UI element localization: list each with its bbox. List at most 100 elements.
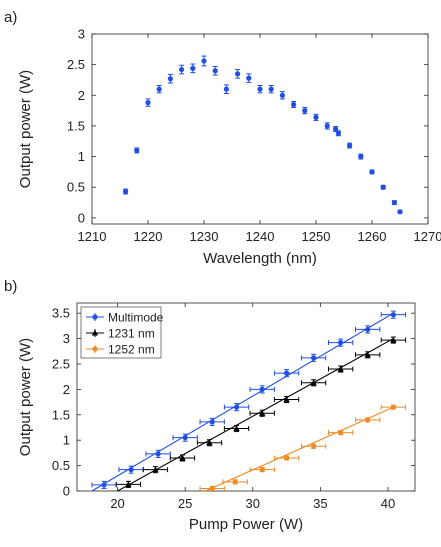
panel-a-y-axis-label: Output power (W)	[17, 70, 34, 188]
panel-a-data-point	[347, 142, 353, 149]
panel-b-x-axis-label: Pump Power (W)	[189, 516, 303, 533]
panel-a-data-point	[223, 86, 229, 92]
panel-a-y-tick-label: 0	[78, 210, 85, 225]
panel-a-data-point	[167, 76, 173, 82]
panel-b-y-tick-label: 0.5	[52, 458, 70, 473]
panel-a-y-tick-label: 1.5	[67, 118, 85, 133]
panel-b-x-tick-label: 35	[313, 496, 327, 511]
panel-b-legend-label: 1231 nm	[108, 327, 155, 341]
panel-a-y-tick-label: 2.5	[67, 57, 85, 72]
panel-a-axes: 1210 1220 1230 1240 1250 1260 1270 0 0.5 1 1.5 2 2.5…	[67, 27, 441, 245]
panel-a-data-point	[279, 92, 285, 98]
panel-b-data-point	[338, 340, 344, 346]
panel-a-data-point	[179, 66, 185, 73]
panel-b-fit-line-1	[117, 338, 394, 492]
panel-b-legend-label: 1252 nm	[108, 343, 155, 357]
panel-b-y-axis-label: Output power (W)	[17, 338, 34, 456]
panel-a-chart: a) 1210 1220 1230 1240 1250 1260 1270 0 0.5 1 1.5 2…	[4, 9, 441, 267]
panel-a-data-point	[358, 153, 364, 160]
panel-b-chart: b) 20 25 30 35 40 0 0.5 1 1.5 2 2.5 3 3.5 Multimode 1…	[4, 278, 416, 533]
panel-a-data-point	[380, 184, 386, 190]
panel-b-x-tick-label: 25	[178, 496, 192, 511]
panel-a-y-tick-label: 1	[78, 149, 85, 164]
panel-b-data-point	[283, 396, 290, 403]
panel-b-plot-frame	[76, 302, 416, 492]
panel-a-data-point	[335, 130, 341, 136]
panel-a-x-tick-label: 1230	[190, 229, 219, 244]
panel-a-data-point	[313, 114, 319, 120]
panel-a-data-point	[145, 100, 151, 106]
panel-b-y-tick-label: 1	[63, 433, 70, 448]
panel-b-y-tick-label: 1.5	[52, 407, 70, 422]
panel-a-data-point	[268, 86, 274, 92]
panel-a-x-tick-label: 1260	[358, 229, 387, 244]
panel-b-data-point	[310, 379, 317, 386]
panel-a-data-point	[235, 71, 241, 77]
panel-a-x-tick-label: 1250	[302, 229, 331, 244]
panel-a-x-tick-label: 1270	[414, 229, 441, 244]
panel-b-data-point	[364, 351, 371, 358]
panel-b-data-point	[125, 481, 132, 487]
panel-a-plot-frame	[91, 33, 429, 225]
panel-b-data-point	[128, 467, 134, 473]
panel-b-legend: Multimode 1231 nm 1252 nm	[80, 306, 164, 359]
panel-b-y-tick-label: 0	[63, 484, 70, 499]
panel-b-data-point	[311, 443, 317, 449]
panel-a-data-point	[246, 75, 252, 81]
panel-b-y-tick-label: 3.5	[52, 306, 70, 321]
panel-b-y-tick-label: 2.5	[52, 356, 70, 371]
panel-a-y-tick-label: 2	[78, 88, 85, 103]
panel-a-x-tick-label: 1220	[134, 229, 163, 244]
panel-b-data-point	[182, 435, 188, 441]
panel-b-legend-marker	[92, 314, 98, 320]
panel-b-x-tick-label: 30	[246, 496, 260, 511]
panel-a-data-point	[156, 86, 162, 92]
panel-b-data-point	[283, 455, 290, 461]
panel-b-data-point	[259, 386, 265, 392]
panel-b-data-point	[390, 312, 396, 318]
panel-a-data-point	[201, 58, 207, 64]
panel-a-y-tick-label: 3	[78, 27, 85, 42]
panel-b-data-point	[206, 439, 213, 446]
panel-b-y-tick-label: 2	[63, 382, 70, 397]
panel-a-data-point	[212, 68, 218, 74]
panel-a-data-point	[190, 65, 196, 71]
panel-a-data-point	[134, 147, 140, 154]
panel-b-legend-marker	[91, 329, 99, 336]
panel-b-data-point	[179, 454, 186, 461]
panel-a-data-points	[123, 55, 403, 215]
panel-b-fit-line-2	[205, 406, 394, 492]
panel-a-data-point	[324, 123, 330, 129]
panel-b-data-point	[233, 425, 240, 432]
panel-a-data-point	[333, 126, 339, 132]
panel-b-data-point	[365, 326, 371, 333]
panel-b-legend-marker	[92, 346, 98, 352]
panel-b-data-point	[259, 410, 266, 416]
panel-a-data-point	[291, 101, 297, 108]
panel-a-data-point	[123, 188, 129, 195]
panel-a-data-point	[257, 86, 263, 92]
panel-b-data-point	[259, 467, 265, 473]
panel-b-data-point	[152, 466, 159, 473]
panel-a-x-axis-label: Wavelength (nm)	[203, 250, 317, 267]
panel-a-x-tick-label: 1210	[78, 229, 107, 244]
panel-b-data-point	[390, 404, 396, 410]
panel-b-label: b)	[4, 278, 17, 295]
panel-a-data-point	[391, 199, 397, 206]
panel-b-data-point	[233, 404, 240, 410]
panel-b-axes: 20 25 30 35 40 0 0.5 1 1.5 2 2.5 3 3.5	[52, 303, 415, 511]
panel-b-legend-label: Multimode	[108, 311, 164, 325]
panel-b-data-series	[91, 310, 407, 492]
panel-b-data-point	[338, 429, 344, 436]
panel-a-data-point	[302, 108, 308, 114]
panel-a-x-tick-label: 1240	[246, 229, 275, 244]
panel-a-data-point	[397, 209, 403, 215]
panel-b-data-point	[390, 336, 397, 343]
panel-b-x-tick-label: 20	[110, 496, 124, 511]
panel-b-data-point	[155, 451, 161, 457]
panel-b-data-point	[209, 485, 215, 492]
panel-a-data-point	[369, 169, 375, 175]
panel-b-y-tick-label: 3	[63, 331, 70, 346]
panel-b-data-point	[311, 355, 317, 361]
